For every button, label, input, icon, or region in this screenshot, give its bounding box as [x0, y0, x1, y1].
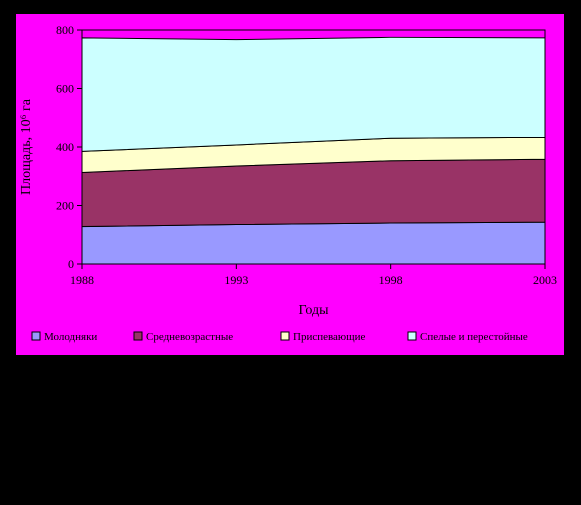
area-series-4 [81, 36, 546, 152]
y-tick-label: 200 [56, 199, 74, 213]
legend: Молодняки Средневозрастные Приспевающие Спе… [31, 331, 528, 343]
legend-swatch-2 [133, 331, 143, 341]
legend-swatch-3 [280, 331, 290, 341]
y-tick-label: 0 [68, 257, 74, 271]
x-tick-label: 2003 [533, 273, 557, 287]
x-tick-label: 1988 [70, 273, 94, 287]
y-tick-label: 800 [56, 23, 74, 37]
legend-label-1: Молодняки [44, 331, 97, 343]
x-tick-label: 1998 [379, 273, 403, 287]
y-tick-label: 400 [56, 140, 74, 154]
legend-label-2: Средневозрастные [146, 331, 233, 343]
stacked-area-chart: 0 200 400 600 800 1988 1993 1998 2003 Годы Площ… [19, 23, 557, 343]
x-axis-title: Годы [299, 303, 330, 318]
legend-swatch-4 [407, 331, 417, 341]
y-ticks: 0 200 400 600 800 [56, 23, 82, 271]
x-ticks: 1988 1993 1998 2003 [70, 264, 557, 287]
legend-swatch-1 [31, 331, 41, 341]
legend-label-3: Приспевающие [293, 331, 365, 343]
chart-frame: 0 200 400 600 800 1988 1993 1998 2003 Годы Площ… [16, 14, 564, 355]
area-series-1 [81, 221, 546, 265]
x-tick-label: 1993 [224, 273, 248, 287]
areas-layer [81, 36, 546, 265]
y-tick-label: 600 [56, 82, 74, 96]
y-axis-title: Площадь, 10⁶ га [19, 98, 34, 195]
legend-label-4: Спелые и перестойные [420, 331, 528, 343]
